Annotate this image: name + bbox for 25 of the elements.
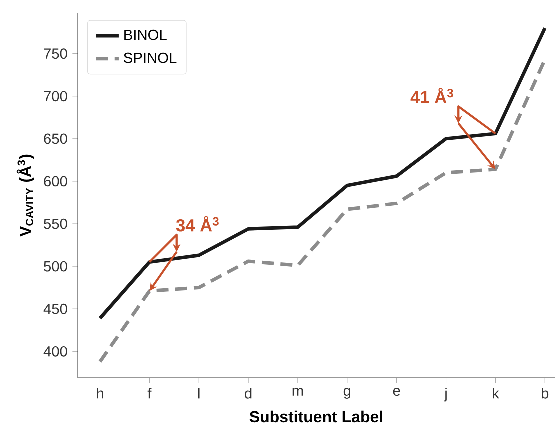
x-tick-label: e	[393, 388, 400, 396]
y-tick-label: 400	[44, 346, 68, 357]
x-tick-label: g	[344, 388, 351, 399]
legend-label: BINOL	[124, 30, 167, 40]
y-tick-label: 750	[44, 48, 68, 60]
x-tick-label: j	[444, 388, 447, 402]
y-tick-label: 600	[44, 176, 68, 187]
x-tick-label: f	[148, 388, 152, 399]
y-tick-label: 450	[44, 304, 68, 314]
y-tick-label: 700	[44, 91, 68, 102]
x-tick-label: b	[542, 388, 549, 399]
y-tick-label: 550	[44, 218, 68, 230]
line-series	[98, 26, 547, 320]
y-tick-label: 650	[44, 134, 68, 144]
x-tick-label: h	[97, 388, 104, 399]
x-tick-label: k	[493, 388, 500, 399]
annotation: 34 Å$^{3}$	[176, 216, 219, 232]
annotation: 41 Å$^{3}$	[410, 88, 454, 104]
x-axis-title: Substituent Label	[250, 410, 382, 423]
x-tick-label: m	[292, 388, 304, 396]
y-axis-title: V$_{CAVITY}$ (Å$^{3}$)	[16, 154, 34, 237]
y-tick-label: 500	[44, 261, 68, 272]
legend-label: SPINOL	[124, 52, 177, 64]
x-tick-label: l	[198, 388, 200, 399]
x-tick-label: d	[245, 388, 252, 399]
